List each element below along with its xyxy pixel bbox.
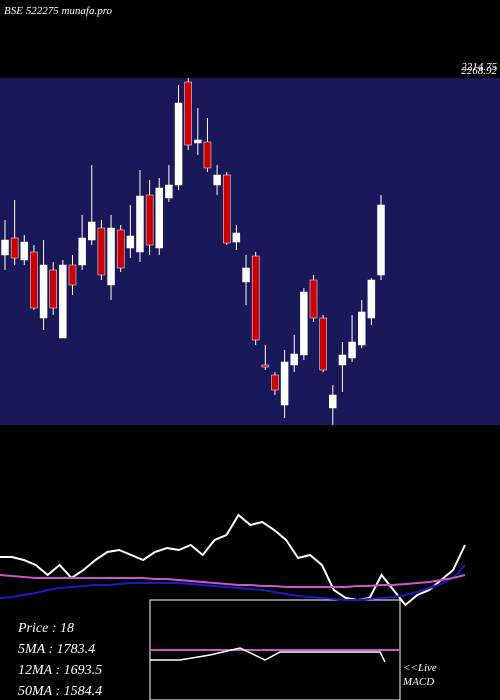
chart-title: BSE 522275 munafa.pro bbox=[4, 5, 113, 17]
candle-body bbox=[174, 102, 183, 186]
candle-body bbox=[59, 264, 67, 339]
candle-body bbox=[136, 195, 144, 253]
candle-body bbox=[271, 374, 279, 391]
candle-body bbox=[155, 187, 164, 249]
candle-body bbox=[88, 221, 96, 241]
candle-body bbox=[97, 227, 106, 276]
candle-body bbox=[30, 251, 38, 309]
candle-body bbox=[377, 204, 385, 276]
stat: 5MA : 1783.4 bbox=[18, 642, 95, 657]
indicator-line bbox=[0, 564, 466, 601]
candle-body bbox=[222, 174, 231, 244]
candle-body bbox=[116, 229, 125, 269]
candle-body bbox=[251, 255, 260, 341]
candle-body bbox=[348, 341, 356, 359]
candle-body bbox=[261, 364, 270, 368]
price-panel bbox=[0, 78, 500, 425]
macd-label: <<Live bbox=[403, 662, 437, 674]
candle-body bbox=[290, 353, 298, 366]
stat: Price : 18 bbox=[17, 621, 74, 636]
candle-body bbox=[126, 235, 135, 249]
candle-body bbox=[357, 311, 366, 346]
candle-body bbox=[367, 279, 376, 319]
candle-body bbox=[280, 361, 289, 406]
candle-body bbox=[184, 81, 192, 146]
candle-body bbox=[145, 194, 154, 246]
indicator-line bbox=[0, 574, 466, 588]
candle-body bbox=[300, 291, 308, 356]
candle-body bbox=[338, 354, 347, 366]
macd-line bbox=[150, 647, 386, 663]
candle-body bbox=[319, 317, 327, 371]
price-label: 2214.75 bbox=[461, 61, 497, 73]
price-label: 2268.92 bbox=[461, 65, 497, 77]
candle-body bbox=[1, 239, 9, 256]
candle-body bbox=[329, 394, 337, 409]
stat: 12MA : 1693.5 bbox=[18, 663, 102, 678]
candle-body bbox=[213, 174, 221, 186]
indicator-line bbox=[0, 513, 466, 607]
candle-body bbox=[39, 264, 48, 319]
stat: 50MA : 1584.4 bbox=[18, 684, 102, 699]
candle-body bbox=[20, 241, 29, 261]
candle-body bbox=[309, 279, 318, 319]
candle-body bbox=[203, 141, 212, 169]
candle-body bbox=[10, 237, 19, 259]
candle-body bbox=[232, 232, 241, 243]
candle-body bbox=[242, 267, 250, 283]
candle-body bbox=[194, 139, 202, 144]
candle-body bbox=[165, 184, 173, 199]
candle-body bbox=[68, 264, 77, 286]
macd-label: MACD bbox=[402, 676, 434, 688]
candle-body bbox=[107, 227, 115, 286]
candle-body bbox=[49, 269, 57, 309]
candle-body bbox=[78, 237, 86, 266]
